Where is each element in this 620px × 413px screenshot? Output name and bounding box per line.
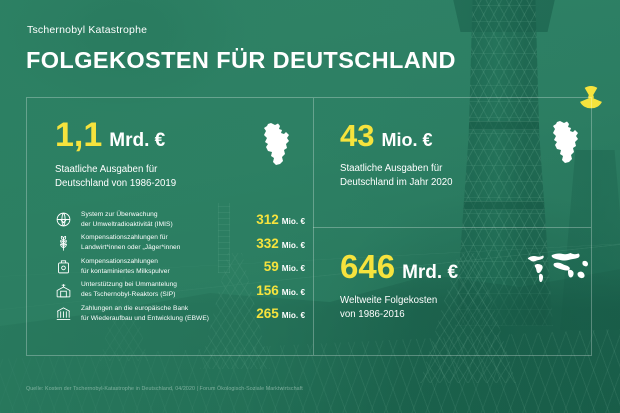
right-bottom-figure-number: 646 xyxy=(340,248,396,285)
right-bottom-figure: 646 Mrd. € xyxy=(340,250,458,283)
germany-map-icon xyxy=(259,122,293,166)
cost-breakdown-list: System zur Überwachung der Umweltradioak… xyxy=(55,208,305,326)
right-top-figure: 43 Mio. € xyxy=(340,120,453,151)
value-unit: Mio. € xyxy=(281,217,305,226)
reactor-sarcophagus-icon xyxy=(55,282,72,299)
right-bottom-caption: Weltweite Folgekosten von 1986-2016 xyxy=(340,295,438,321)
list-item-label: Zahlungen an die europäische Bank für Wi… xyxy=(81,304,210,322)
list-item-label: Unterstützung bei Ummantelung des Tscher… xyxy=(81,281,178,299)
value-unit: Mio. € xyxy=(281,240,305,250)
value-unit: Mio. € xyxy=(281,287,305,297)
list-item: Kompensationszahlungen für kontaminierte… xyxy=(55,255,305,279)
horizontal-divider xyxy=(313,227,591,228)
value-number: 332 xyxy=(256,235,279,251)
list-item: Unterstützung bei Ummantelung des Tscher… xyxy=(55,279,305,303)
list-item-label: System zur Überwachung der Umweltradioak… xyxy=(81,210,173,228)
value-number: 265 xyxy=(256,306,279,321)
value-number: 156 xyxy=(256,282,279,298)
left-figure: 1,1 Mrd. € xyxy=(55,118,176,152)
right-top-figure-block: 43 Mio. € Staatliche Ausgaben für Deutsc… xyxy=(340,120,453,190)
germany-map-icon xyxy=(548,120,582,164)
right-bottom-figure-unit: Mrd. € xyxy=(402,262,459,283)
vertical-divider xyxy=(313,98,314,355)
value-number: 312 xyxy=(256,212,279,227)
list-item: Kompensationszahlungen für Landwirt*inne… xyxy=(55,232,305,256)
radiation-monitoring-icon xyxy=(55,211,72,228)
world-map-icon xyxy=(525,250,591,284)
wheat-icon xyxy=(55,235,72,252)
radiation-icon xyxy=(578,84,604,110)
right-bottom-figure-block: 646 Mrd. € Weltweite Folgekosten von 198… xyxy=(340,250,458,322)
list-item-value: 156 Mio. € xyxy=(256,282,305,298)
list-item: System zur Überwachung der Umweltradioak… xyxy=(55,208,305,232)
milk-powder-icon xyxy=(55,258,72,275)
list-item: Zahlungen an die europäische Bank für Wi… xyxy=(55,302,305,326)
list-item-value: 265 Mio. € xyxy=(256,307,305,321)
list-item-value: 332 Mio. € xyxy=(256,235,305,251)
source-note: Quelle: Kosten der Tschernobyl-Katastrop… xyxy=(26,386,303,392)
left-figure-unit: Mrd. € xyxy=(109,130,166,151)
right-top-figure-unit: Mio. € xyxy=(381,130,433,150)
left-figure-block: 1,1 Mrd. € Staatliche Ausgaben für Deuts… xyxy=(55,118,176,191)
content-panel: 1,1 Mrd. € Staatliche Ausgaben für Deuts… xyxy=(26,97,592,356)
left-figure-caption: Staatliche Ausgaben für Deutschland von … xyxy=(55,164,177,190)
value-unit: Mio. € xyxy=(281,311,305,320)
page-title: FOLGEKOSTEN FÜR DEUTSCHLAND xyxy=(26,47,456,73)
kicker-text: Tschernobyl Katastrophe xyxy=(27,24,148,36)
list-item-value: 59 Mio. € xyxy=(264,260,305,274)
right-top-figure-number: 43 xyxy=(340,118,375,153)
bank-icon xyxy=(55,305,72,322)
left-figure-number: 1,1 xyxy=(55,116,103,154)
value-unit: Mio. € xyxy=(281,264,305,273)
value-number: 59 xyxy=(263,259,279,274)
list-item-label: Kompensationszahlungen für Landwirt*inne… xyxy=(81,234,181,252)
list-item-label: Kompensationszahlungen für kontaminierte… xyxy=(81,257,170,275)
list-item-value: 312 Mio. € xyxy=(256,213,305,227)
right-top-caption: Staatliche Ausgaben für Deutschland im J… xyxy=(340,163,453,189)
